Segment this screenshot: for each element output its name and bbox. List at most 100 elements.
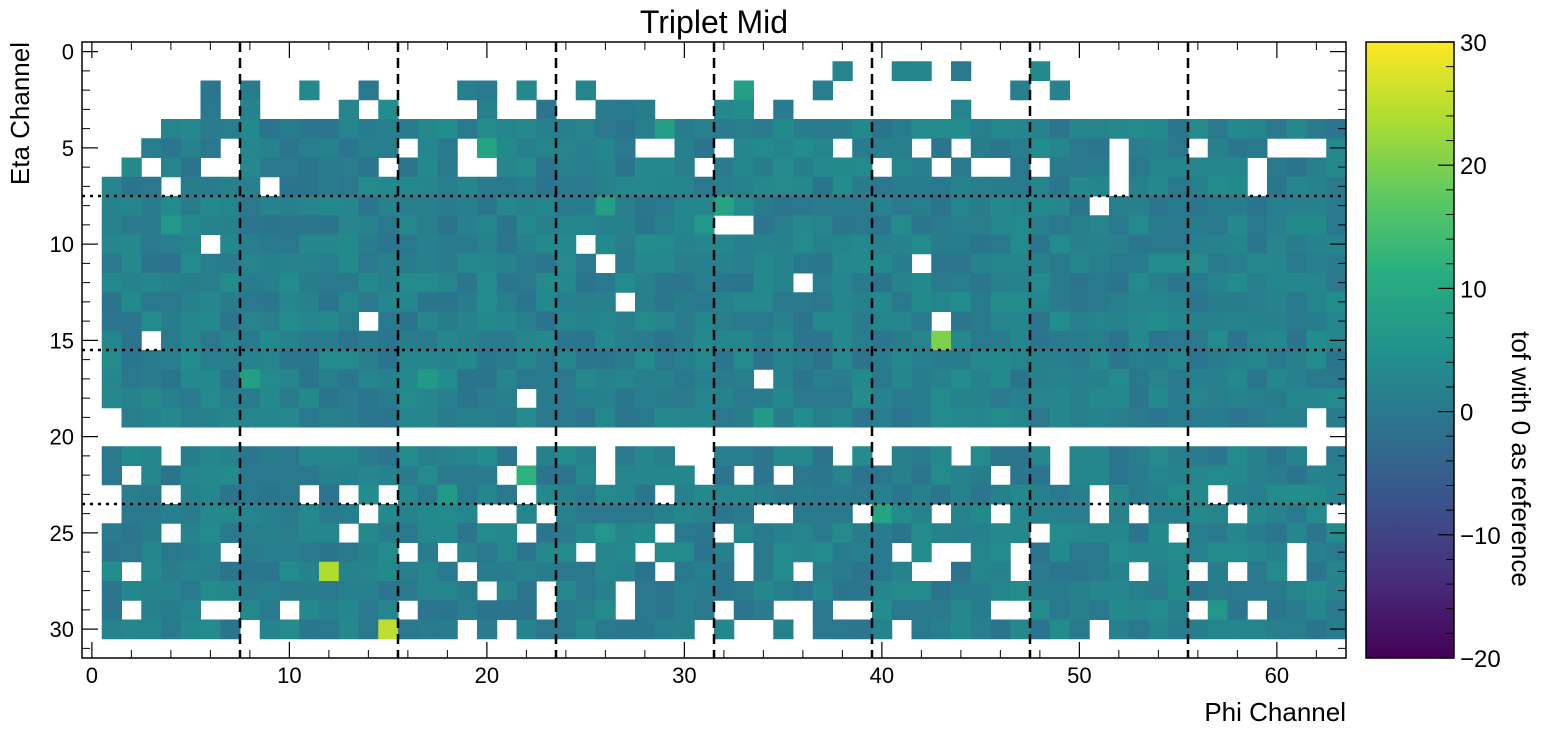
heatmap-cell <box>575 176 596 197</box>
heatmap-cell <box>753 561 774 582</box>
heatmap-cell <box>259 119 280 139</box>
heatmap-cell <box>437 215 458 235</box>
heatmap-cell <box>595 234 616 255</box>
heatmap-cell <box>437 292 458 312</box>
heatmap-cell <box>556 196 577 216</box>
heatmap-cell <box>516 273 537 293</box>
heatmap-cell <box>1049 80 1070 101</box>
heatmap-cell <box>1089 446 1110 466</box>
heatmap-cell <box>437 388 458 409</box>
heatmap-cell <box>793 523 814 543</box>
heatmap-cell <box>378 350 399 370</box>
heatmap-cell <box>220 253 241 274</box>
heatmap-cell <box>1306 581 1327 601</box>
heatmap-cell <box>1089 234 1110 255</box>
heatmap-cell <box>773 234 794 255</box>
heatmap-cell <box>1326 484 1346 505</box>
heatmap-cell <box>891 581 912 601</box>
heatmap-cell <box>1049 504 1070 524</box>
heatmap-cell <box>496 311 517 332</box>
heatmap-cell <box>793 369 814 389</box>
heatmap-cell <box>1227 350 1248 370</box>
heatmap-cell <box>1010 157 1031 178</box>
heatmap-cell <box>338 350 359 370</box>
heatmap-cell <box>1188 542 1209 563</box>
heatmap-cell <box>1227 600 1248 620</box>
heatmap-cell <box>338 600 359 620</box>
heatmap-cell <box>417 542 438 563</box>
y-tick-label: 0 <box>62 40 74 65</box>
heatmap-cell <box>891 311 912 332</box>
heatmap-cell <box>220 215 241 235</box>
heatmap-cell <box>417 484 438 505</box>
heatmap-cell <box>1089 350 1110 370</box>
heatmap-cell <box>398 350 419 370</box>
heatmap-cell <box>259 234 280 255</box>
heatmap-cell <box>1089 292 1110 312</box>
heatmap-cell <box>812 484 833 505</box>
heatmap-cell <box>872 176 893 197</box>
heatmap-cell <box>417 600 438 620</box>
heatmap-cell <box>1069 138 1090 158</box>
heatmap-cell <box>180 176 201 197</box>
heatmap-cell <box>477 119 498 139</box>
heatmap-cell <box>1049 176 1070 197</box>
heatmap-cell <box>970 388 991 409</box>
heatmap-cell <box>556 600 577 620</box>
heatmap-cell <box>121 157 142 178</box>
y-tick-label: 10 <box>50 232 74 257</box>
heatmap-cell <box>180 446 201 466</box>
heatmap-cell <box>516 138 537 158</box>
heatmap-cell <box>378 504 399 524</box>
heatmap-cell <box>1168 542 1189 563</box>
heatmap-cell <box>1109 273 1130 293</box>
heatmap-cell <box>990 581 1011 601</box>
heatmap-cell <box>1247 138 1268 158</box>
heatmap-cell <box>615 176 636 197</box>
heatmap-cell <box>911 292 932 312</box>
x-tick-label: 50 <box>1067 663 1091 688</box>
heatmap-cell <box>714 253 735 274</box>
heatmap-cell <box>891 234 912 255</box>
heatmap-cell <box>1049 388 1070 409</box>
heatmap-cell <box>1207 600 1228 620</box>
heatmap-cell <box>240 196 261 216</box>
heatmap-cell <box>970 465 991 486</box>
heatmap-cell <box>694 330 715 351</box>
heatmap-cell <box>1030 407 1051 428</box>
heatmap-cell <box>1326 581 1346 601</box>
heatmap-cell <box>891 504 912 524</box>
heatmap-cell <box>299 176 320 197</box>
heatmap-cell <box>477 369 498 389</box>
heatmap-cell <box>753 581 774 601</box>
heatmap-cell <box>753 157 774 178</box>
heatmap-cell <box>595 99 616 120</box>
heatmap-cell <box>674 196 695 216</box>
heatmap-cell <box>161 215 182 235</box>
heatmap-cell <box>259 446 280 466</box>
heatmap-cell <box>417 196 438 216</box>
heatmap-cell <box>1267 388 1288 409</box>
heatmap-cell <box>1069 273 1090 293</box>
heatmap-cell <box>852 407 873 428</box>
heatmap-cell <box>180 542 201 563</box>
heatmap-cell <box>575 157 596 178</box>
heatmap-cell <box>1128 446 1149 466</box>
heatmap-cell <box>378 369 399 389</box>
heatmap-cell <box>1306 619 1327 640</box>
heatmap-cell <box>398 157 419 178</box>
heatmap-cell <box>1306 504 1327 524</box>
heatmap-cell <box>1168 234 1189 255</box>
heatmap-cell <box>674 581 695 601</box>
heatmap-cell <box>417 369 438 389</box>
heatmap-cell <box>635 581 656 601</box>
heatmap-cell <box>437 369 458 389</box>
heatmap-cell <box>1030 446 1051 466</box>
heatmap-cell <box>417 465 438 486</box>
heatmap-cell <box>990 542 1011 563</box>
heatmap-cell <box>200 446 221 466</box>
heatmap-cell <box>852 350 873 370</box>
heatmap-cell <box>437 350 458 370</box>
heatmap-cell <box>1207 215 1228 235</box>
heatmap-cell <box>496 196 517 216</box>
